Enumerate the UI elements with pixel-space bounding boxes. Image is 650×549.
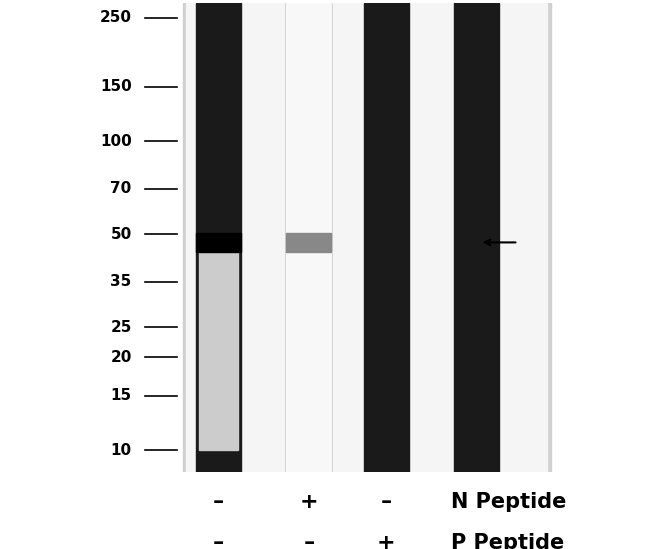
Bar xyxy=(454,3,499,472)
Text: –: – xyxy=(213,492,224,512)
Bar xyxy=(196,3,241,472)
Bar xyxy=(200,252,238,450)
Bar xyxy=(196,233,241,252)
Bar xyxy=(287,3,332,472)
Text: N Peptide: N Peptide xyxy=(450,492,566,512)
Text: –: – xyxy=(304,533,315,549)
Text: 35: 35 xyxy=(111,274,132,289)
Text: +: + xyxy=(377,533,396,549)
Bar xyxy=(187,3,547,472)
Bar xyxy=(363,3,409,472)
Text: 15: 15 xyxy=(111,388,132,404)
Text: P Peptide: P Peptide xyxy=(450,533,564,549)
Text: +: + xyxy=(300,492,318,512)
Bar xyxy=(183,3,551,472)
Text: 10: 10 xyxy=(111,442,132,458)
Text: –: – xyxy=(381,492,392,512)
Text: 70: 70 xyxy=(111,181,132,197)
Text: 25: 25 xyxy=(111,320,132,335)
Text: 100: 100 xyxy=(100,133,132,149)
Text: 50: 50 xyxy=(111,227,132,242)
Text: 20: 20 xyxy=(111,350,132,365)
Bar xyxy=(287,233,332,252)
Text: 250: 250 xyxy=(99,10,132,25)
Bar xyxy=(287,3,332,472)
Text: –: – xyxy=(213,533,224,549)
Text: 150: 150 xyxy=(100,79,132,94)
